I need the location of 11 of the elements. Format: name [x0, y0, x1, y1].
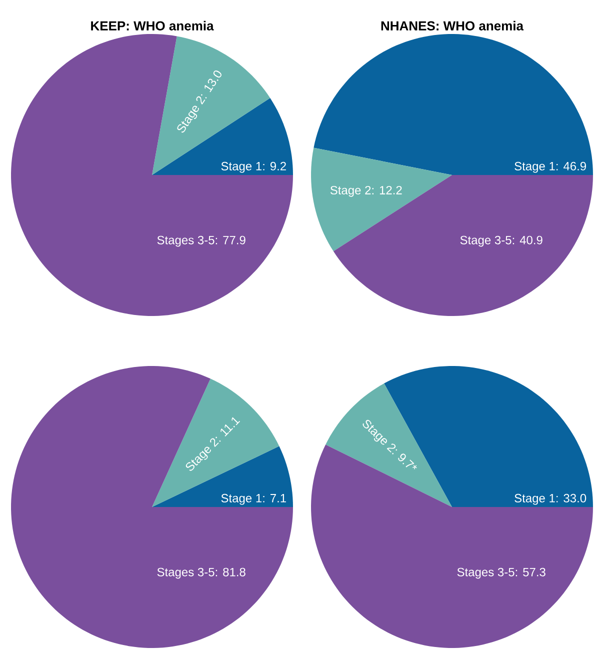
chart-title: KEEP: WHO anemia: [91, 20, 214, 30]
slice-label: Stage 1: 46.9: [514, 162, 586, 173]
slice-label: Stages 3-5: 57.3: [457, 568, 546, 579]
slice-label: Stage 1: 9.2: [221, 162, 286, 173]
slice-label: Stages 3-5: 77.9: [157, 236, 246, 247]
slice-label: Stage 3-5: 40.9: [460, 236, 542, 247]
slice-label: Stage 2: 12.2: [330, 186, 402, 197]
slice-label: Stages 3-5: 81.8: [157, 568, 246, 579]
slice-label: Stage 1: 7.1: [221, 494, 286, 505]
chart-title: NHANES: WHO anemia: [381, 20, 524, 30]
slice-label: Stage 1: 33.0: [514, 494, 586, 505]
